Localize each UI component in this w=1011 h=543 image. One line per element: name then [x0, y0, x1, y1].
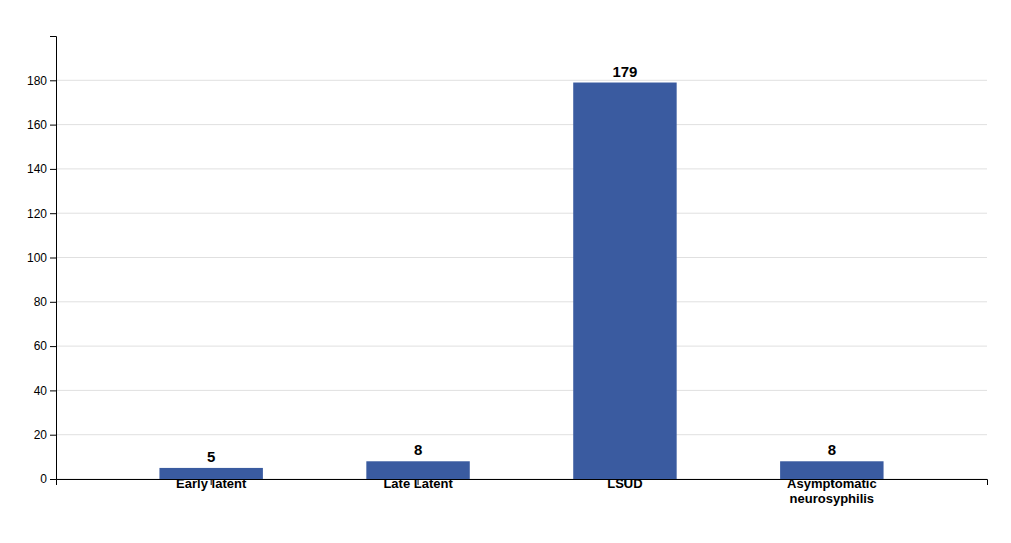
- tick-label: LSUD: [607, 476, 642, 491]
- tick: 120: [27, 207, 56, 221]
- x-axis: Early latent Late Latent LSUD Asymptomaticn…: [57, 476, 988, 506]
- grid: [56, 80, 987, 479]
- bar: [573, 83, 676, 479]
- tick-mark: [50, 213, 56, 214]
- tick-label: 20: [34, 428, 48, 442]
- grid-line: [56, 346, 987, 347]
- data-label: 8: [414, 441, 422, 458]
- tick-mark: [50, 346, 56, 347]
- tick-label: 80: [34, 295, 48, 309]
- tick-label-line: neurosyphilis: [790, 491, 875, 506]
- tick-mark: [50, 169, 56, 170]
- y-axis: 0 20 40 60 80 100 120 140 160 180: [27, 37, 57, 487]
- tick: 180: [27, 74, 56, 88]
- tick: 40: [34, 384, 56, 398]
- tick-mark: [50, 80, 56, 81]
- tick: 160: [27, 118, 56, 132]
- grid-line: [56, 390, 987, 391]
- tick-label-line: Late Latent: [383, 476, 453, 491]
- tick-label: 180: [27, 74, 47, 88]
- axis-line: [50, 37, 57, 480]
- tick: 20: [34, 428, 56, 442]
- data-label: 179: [612, 63, 637, 80]
- tick-label: 60: [34, 339, 48, 353]
- data-labels: 5 8 179 8: [207, 63, 836, 465]
- plot-area: 0 20 40 60 80 100 120 140 160 180 Early latent Late…: [27, 37, 988, 506]
- grid-line: [56, 213, 987, 214]
- tick: 60: [34, 339, 56, 353]
- data-label: 8: [828, 441, 836, 458]
- tick-mark: [50, 435, 56, 436]
- tick-mark: [50, 479, 56, 480]
- tick-label: 120: [27, 207, 47, 221]
- tick: LSUD: [607, 476, 642, 491]
- grid-line: [56, 168, 987, 169]
- tick-label: Early latent: [176, 476, 247, 491]
- tick-mark: [50, 125, 56, 126]
- tick-label: Late Latent: [383, 476, 453, 491]
- tick: 0: [40, 472, 56, 486]
- grid-line: [56, 80, 987, 81]
- bars: [159, 83, 883, 479]
- tick-label-line: Asymptomatic: [787, 476, 877, 491]
- data-label: 5: [207, 448, 215, 465]
- tick: Late Latent: [383, 476, 453, 491]
- grid-line: [56, 434, 987, 435]
- tick: Asymptomaticneurosyphilis: [787, 476, 877, 506]
- tick-label-line: LSUD: [607, 476, 642, 491]
- tick: 100: [27, 251, 56, 265]
- tick: Early latent: [176, 476, 247, 491]
- tick-mark: [50, 258, 56, 259]
- tick-label: 140: [27, 162, 47, 176]
- chart: 0 20 40 60 80 100 120 140 160 180 Early latent Late…: [0, 0, 1011, 543]
- tick-label-line: Early latent: [176, 476, 247, 491]
- tick-mark: [50, 302, 56, 303]
- tick: 80: [34, 295, 56, 309]
- grid-line: [56, 257, 987, 258]
- tick-mark: [50, 390, 56, 391]
- tick-label: 100: [27, 251, 47, 265]
- tick-label: 160: [27, 118, 47, 132]
- tick-label: 40: [34, 384, 48, 398]
- grid-line: [56, 124, 987, 125]
- grid-line: [56, 301, 987, 302]
- tick-label: Asymptomaticneurosyphilis: [787, 476, 877, 506]
- tick-label: 0: [40, 472, 47, 486]
- tick: 140: [27, 162, 56, 176]
